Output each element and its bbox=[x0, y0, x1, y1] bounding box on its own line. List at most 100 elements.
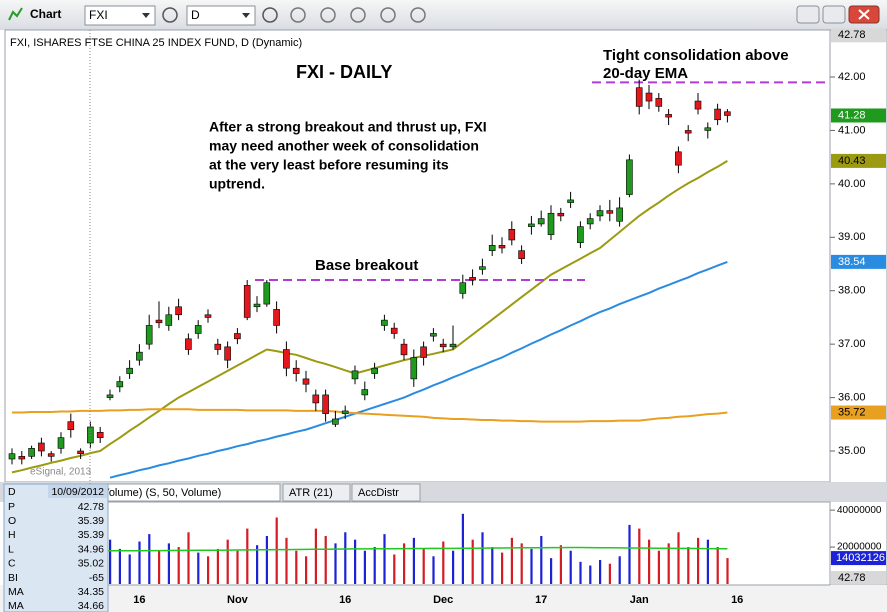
data-window-value: 34.96 bbox=[78, 543, 104, 555]
volume-bar bbox=[393, 554, 396, 584]
volume-bar bbox=[667, 543, 670, 584]
chart-header: FXI, ISHARES FTSE CHINA 25 INDEX FUND, D… bbox=[10, 37, 302, 49]
candle-body bbox=[322, 394, 329, 414]
volume-bar bbox=[207, 556, 210, 584]
symbol-box[interactable] bbox=[84, 5, 156, 26]
dropdown-arrow bbox=[242, 13, 250, 18]
candle-body bbox=[28, 448, 35, 457]
time-axis bbox=[0, 585, 887, 612]
symbol: FXI bbox=[89, 8, 108, 22]
data-window-value: 35.02 bbox=[78, 558, 104, 570]
data-window-label: BI bbox=[8, 572, 18, 584]
volume-bar bbox=[275, 517, 278, 584]
y-tick-label: 40.00 bbox=[838, 178, 866, 190]
candle-body bbox=[498, 245, 506, 249]
note: at the very least before resuming its bbox=[209, 157, 449, 173]
candle-body bbox=[302, 378, 310, 385]
data-window-date: 10/09/2012 bbox=[51, 486, 104, 498]
ma-line bbox=[12, 408, 728, 423]
candle-body bbox=[145, 325, 153, 345]
candle-body bbox=[665, 114, 672, 118]
volume-bar bbox=[618, 556, 621, 584]
candle-body bbox=[273, 309, 280, 326]
tab[interactable] bbox=[351, 483, 421, 502]
top-note: 20-day EMA bbox=[603, 65, 688, 82]
volume-bar bbox=[589, 565, 592, 584]
price-badge bbox=[831, 405, 886, 420]
candle-body bbox=[77, 450, 84, 454]
volume-bar bbox=[197, 552, 200, 584]
settings-button[interactable] bbox=[162, 7, 178, 23]
candle-body bbox=[508, 228, 516, 241]
base-note: Base breakout bbox=[315, 257, 418, 274]
volume-badge-label: 14032126 bbox=[836, 552, 885, 564]
data-window-label: MA bbox=[8, 586, 24, 598]
volume-bar bbox=[550, 558, 553, 584]
data-window-value: 35.39 bbox=[78, 515, 104, 527]
volume-bar bbox=[354, 539, 357, 584]
maximize-button[interactable] bbox=[822, 5, 846, 24]
interval: D bbox=[191, 8, 200, 22]
candle-body bbox=[38, 442, 45, 452]
time-button[interactable] bbox=[262, 7, 278, 23]
candle-body bbox=[292, 367, 300, 374]
volume-bar bbox=[403, 543, 406, 584]
candle-body bbox=[616, 207, 623, 222]
interval-box[interactable] bbox=[186, 5, 256, 26]
candle-body bbox=[655, 98, 663, 107]
candle-body bbox=[243, 285, 251, 318]
candle-body bbox=[106, 394, 114, 398]
candle-body bbox=[185, 338, 192, 350]
volume-bar bbox=[118, 548, 121, 584]
candle-body bbox=[675, 151, 682, 166]
alert-button[interactable] bbox=[380, 7, 396, 23]
close-icon bbox=[858, 9, 870, 20]
volume-bar bbox=[236, 550, 239, 584]
volume-bar bbox=[657, 550, 660, 584]
candle-body bbox=[214, 343, 222, 350]
x-tick-label: Dec bbox=[433, 594, 453, 606]
candle-body bbox=[557, 212, 565, 217]
x-tick-label: 16 bbox=[133, 594, 145, 606]
volume-bar bbox=[363, 550, 366, 584]
x-tick-label: Nov bbox=[227, 594, 249, 606]
volume-bar bbox=[481, 532, 484, 584]
tab[interactable] bbox=[282, 483, 351, 502]
volume-bar bbox=[373, 547, 376, 584]
candle-body bbox=[410, 357, 418, 380]
y-tick-label: 37.00 bbox=[838, 338, 866, 350]
volume-bar bbox=[314, 528, 317, 584]
y-tick-label: 20000000 bbox=[837, 542, 882, 553]
volume-bar bbox=[471, 539, 474, 584]
minimize-button[interactable] bbox=[796, 5, 820, 24]
data-window-label: C bbox=[8, 558, 16, 570]
volume-bar bbox=[452, 550, 455, 584]
price-badge-label: 40.43 bbox=[838, 155, 866, 167]
link-button[interactable] bbox=[410, 7, 426, 23]
volume-bar bbox=[305, 556, 308, 584]
volume-bar bbox=[501, 552, 504, 584]
draw-button[interactable] bbox=[290, 7, 306, 23]
ma-line bbox=[11, 160, 728, 474]
volume-bar bbox=[138, 541, 141, 584]
candle-body bbox=[606, 210, 614, 214]
candle-body bbox=[57, 437, 65, 449]
candle-body bbox=[253, 303, 261, 308]
y-tick-label: 41.00 bbox=[838, 124, 866, 136]
ma-line bbox=[109, 260, 728, 479]
candle-body bbox=[420, 346, 427, 358]
data-window-label: MA bbox=[8, 600, 24, 612]
volume-bar bbox=[530, 548, 533, 584]
volume-bar bbox=[510, 537, 513, 584]
study-button[interactable] bbox=[320, 7, 336, 23]
play-button[interactable] bbox=[350, 7, 366, 23]
volume-bar bbox=[432, 556, 435, 584]
candle-body bbox=[361, 389, 369, 396]
volume-bar bbox=[344, 532, 347, 584]
candle-body bbox=[96, 432, 104, 438]
candle-body bbox=[194, 325, 202, 334]
y-tick-label: 39.00 bbox=[838, 231, 866, 243]
volume-bar bbox=[226, 539, 229, 584]
candle-body bbox=[567, 199, 574, 203]
x-tick-label: 16 bbox=[731, 594, 743, 606]
